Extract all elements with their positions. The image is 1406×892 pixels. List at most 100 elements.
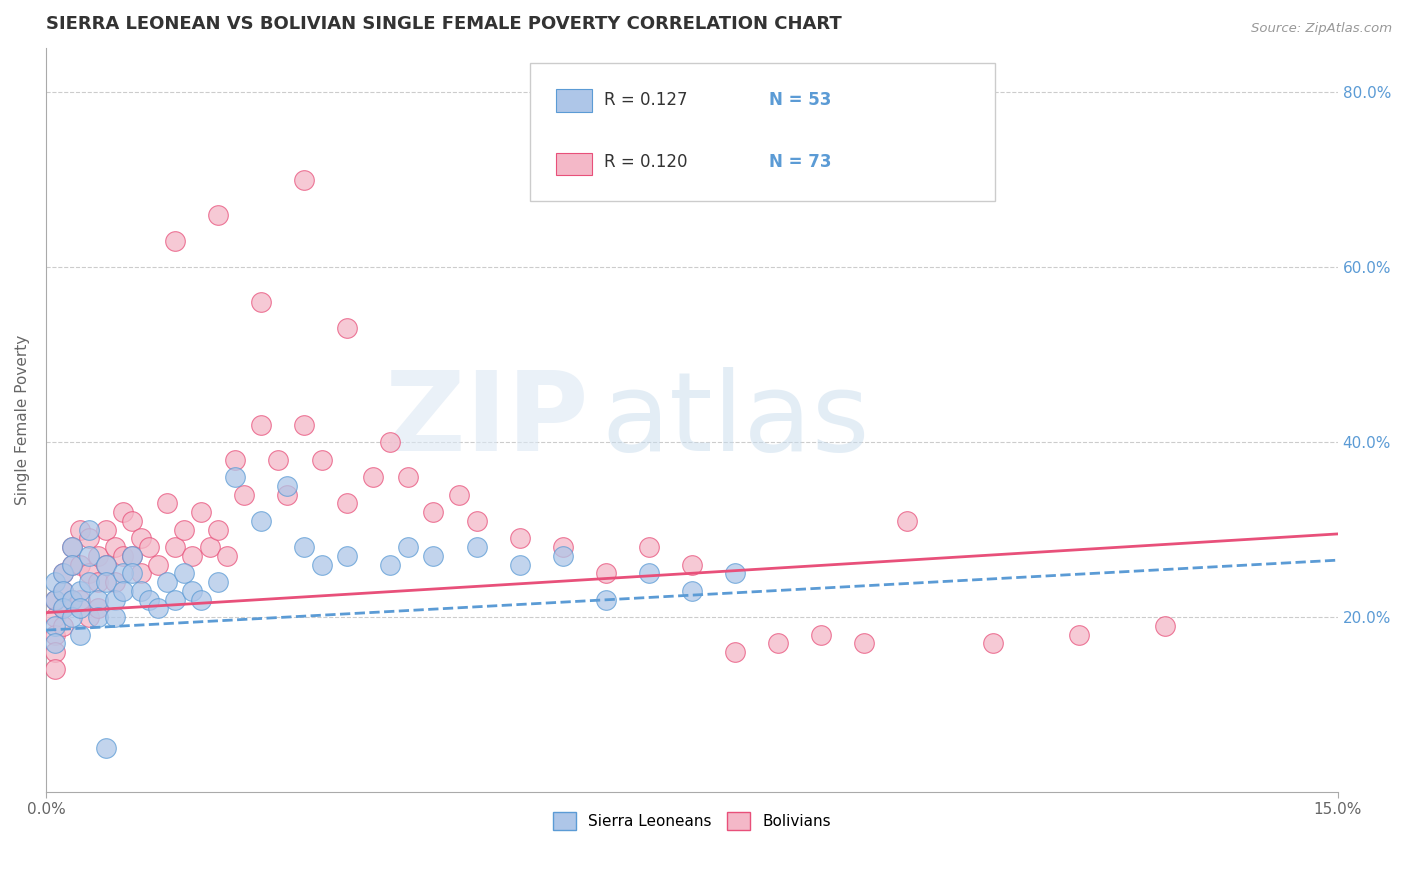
Point [44,592,66,607]
Point [981,636,1004,650]
Point [509,558,531,572]
Point [121,566,143,581]
Point [396,470,419,484]
Point [155,496,177,510]
Point [276,479,298,493]
Point [52,601,75,615]
Point [86,601,108,615]
Point [190,592,212,607]
Text: R = 0.120: R = 0.120 [605,153,688,171]
Point [44,663,66,677]
Point [724,566,747,581]
Point [69,523,91,537]
Text: ZIP: ZIP [385,367,589,474]
Point [155,574,177,589]
Point [86,574,108,589]
Point [121,549,143,563]
Point [380,558,402,572]
Point [292,417,315,432]
Point [233,487,256,501]
FancyBboxPatch shape [530,63,995,201]
Point [69,558,91,572]
Point [165,592,187,607]
Bar [557,89,592,112]
Point [380,435,402,450]
Point [77,531,100,545]
Point [190,505,212,519]
Point [52,583,75,598]
Point [853,636,876,650]
Point [69,592,91,607]
Point [104,574,127,589]
Point [810,627,832,641]
Point [311,558,333,572]
Point [336,549,359,563]
Point [637,566,659,581]
Text: atlas: atlas [602,367,870,474]
Point [766,636,789,650]
Point [396,540,419,554]
Point [129,566,152,581]
Point [173,566,195,581]
Point [551,540,574,554]
Point [637,540,659,554]
Point [112,505,135,519]
Point [96,558,118,572]
Point [60,540,83,554]
Text: Source: ZipAtlas.com: Source: ZipAtlas.com [1251,22,1392,36]
Point [52,583,75,598]
Point [336,321,359,335]
Point [422,549,444,563]
Text: N = 53: N = 53 [769,91,832,109]
Point [104,610,127,624]
Point [86,592,108,607]
Point [292,540,315,554]
Point [267,452,290,467]
Text: R = 0.127: R = 0.127 [605,91,688,109]
Point [44,627,66,641]
Point [551,549,574,563]
Point [69,601,91,615]
Point [181,583,204,598]
Point [465,514,488,528]
Point [215,549,238,563]
Point [44,636,66,650]
Point [44,645,66,659]
Point [52,566,75,581]
Point [311,452,333,467]
Point [60,592,83,607]
Point [86,549,108,563]
Legend: Sierra Leoneans, Bolivians: Sierra Leoneans, Bolivians [547,805,837,837]
Point [60,540,83,554]
Point [595,566,617,581]
Point [52,619,75,633]
Point [224,470,246,484]
Point [112,583,135,598]
Point [60,558,83,572]
Point [112,566,135,581]
Point [276,487,298,501]
Point [112,549,135,563]
Point [69,583,91,598]
Point [60,592,83,607]
Point [104,592,127,607]
Point [96,741,118,756]
Point [129,531,152,545]
Point [224,452,246,467]
Point [44,619,66,633]
Point [138,540,160,554]
Point [595,592,617,607]
Point [165,234,187,248]
Point [146,558,169,572]
Point [86,610,108,624]
Point [96,523,118,537]
Point [207,208,229,222]
Text: N = 73: N = 73 [769,153,832,171]
Point [198,540,221,554]
Point [52,601,75,615]
Point [681,558,703,572]
Text: SIERRA LEONEAN VS BOLIVIAN SINGLE FEMALE POVERTY CORRELATION CHART: SIERRA LEONEAN VS BOLIVIAN SINGLE FEMALE… [46,15,842,33]
Point [77,523,100,537]
Point [165,540,187,554]
Point [181,549,204,563]
